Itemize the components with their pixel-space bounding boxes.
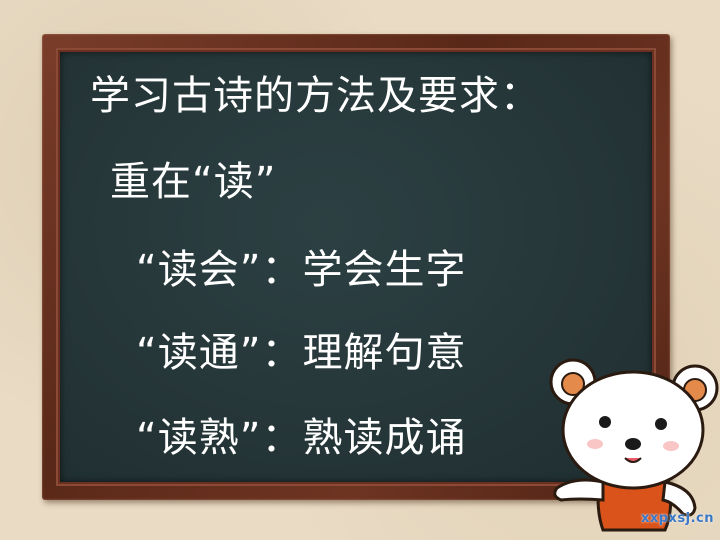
bear-mascot-icon (549, 358, 719, 532)
chalkboard-frame (42, 34, 670, 500)
list-item: “读熟”：熟读成诵 (136, 418, 466, 458)
chalkboard (60, 52, 652, 482)
item-label: “读通”： (136, 330, 303, 376)
slide-title: 学习古诗的方法及要求： (90, 73, 541, 119)
item-label: “读熟”： (136, 415, 303, 461)
slide-subtitle: 重在“读” (110, 159, 277, 205)
item-text: 熟读成诵 (302, 415, 467, 461)
watermark: xxpxsj.cn (640, 511, 714, 526)
item-text: 学会生字 (302, 247, 467, 293)
list-item: “读通”：理解句意 (136, 333, 466, 373)
item-label: “读会”： (136, 247, 303, 293)
item-text: 理解句意 (302, 330, 467, 376)
list-item: “读会”：学会生字 (136, 250, 466, 290)
